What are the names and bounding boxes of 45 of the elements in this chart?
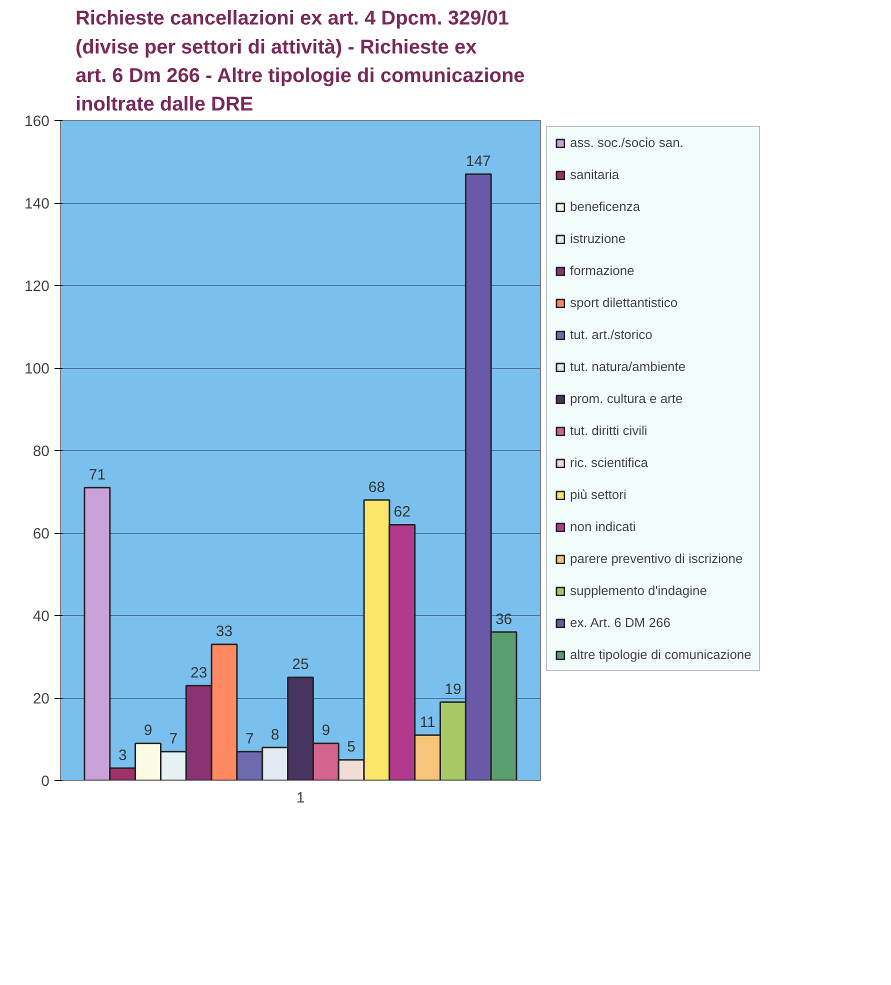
legend-label: tut. art./storico: [570, 327, 652, 342]
data-label: 147: [466, 152, 491, 170]
x-tick-label: 1: [296, 790, 305, 806]
y-tick-label: 0: [41, 773, 50, 790]
data-label: 19: [444, 680, 462, 698]
data-label: 68: [368, 478, 386, 496]
y-tick-label: 100: [24, 360, 50, 378]
data-label: 9: [322, 722, 330, 740]
legend-label: altre tipologie di comunicazione: [570, 647, 752, 662]
data-label: 62: [394, 504, 410, 520]
y-tick-label: 60: [32, 526, 50, 542]
y-tick-label: 120: [24, 278, 50, 295]
y-tick-label: 140: [24, 196, 50, 212]
data-label: 5: [347, 738, 356, 756]
data-label: 9: [144, 722, 152, 740]
legend-label: parere preventivo di iscrizione: [570, 551, 743, 566]
data-label: 25: [292, 656, 309, 674]
legend-label: sport dilettantistico: [570, 295, 678, 310]
data-label: 8: [270, 726, 280, 744]
legend-label: tut. diritti civili: [570, 423, 648, 438]
y-tick-label: 160: [24, 113, 50, 130]
legend-label: istruzione: [570, 231, 626, 246]
legend-label: ric. scientifica: [570, 455, 648, 470]
legend-label: tut. natura/ambiente: [570, 359, 686, 374]
data-label: 71: [88, 466, 106, 484]
data-label: 7: [246, 730, 254, 748]
legend-label: supplemento d'indagine: [570, 583, 707, 598]
chart-title: Richieste cancellazioni ex art. 4 Dpcm. 329/01 (divise per settori di attività) - Richieste ex art. 6 Dm 266 - Altre tipologie di comunicazione inoltrate dalle DRE: [75, 8, 525, 116]
data-label: 33: [216, 623, 233, 640]
y-tick-label: 20: [32, 690, 50, 708]
data-label: 23: [190, 664, 208, 682]
data-label: 3: [118, 746, 127, 764]
legend-label: prom. cultura e arte: [570, 391, 683, 406]
data-label: 36: [495, 610, 512, 628]
legend-label: formazione: [570, 263, 634, 278]
legend-label: ex. Art. 6 DM 266: [570, 615, 670, 630]
data-label: 11: [420, 714, 436, 731]
legend-label: beneficenza: [570, 199, 640, 214]
legend-label: non indicati: [570, 519, 636, 534]
y-tick-label: 40: [32, 608, 50, 625]
legend-label: ass. soc./socio san.: [570, 135, 684, 150]
legend-label: sanitaria: [570, 167, 620, 182]
y-tick-label: 80: [32, 443, 50, 460]
legend-label: più settori: [570, 487, 626, 502]
data-label: 7: [169, 730, 178, 748]
